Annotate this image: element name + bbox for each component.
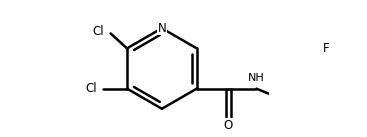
Text: Cl: Cl bbox=[86, 82, 97, 95]
Text: NH: NH bbox=[248, 73, 265, 83]
Text: N: N bbox=[157, 22, 166, 35]
Text: Cl: Cl bbox=[93, 25, 105, 38]
Text: O: O bbox=[224, 119, 233, 132]
Text: F: F bbox=[323, 42, 330, 55]
